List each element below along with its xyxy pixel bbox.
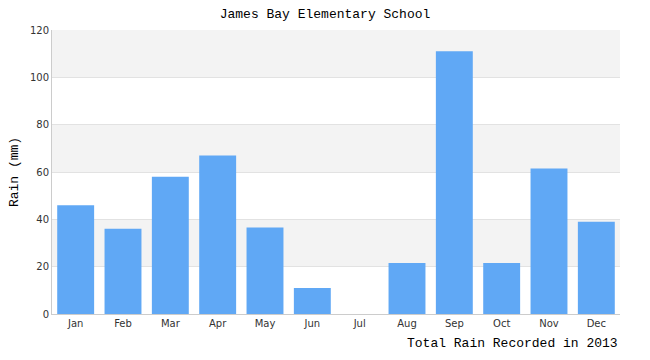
svg-text:James Bay Elementary School: James Bay Elementary School [220,7,431,22]
svg-text:40: 40 [36,214,49,225]
svg-text:Oct: Oct [493,318,510,329]
svg-text:Jan: Jan [67,318,83,329]
svg-text:Sep: Sep [445,318,464,329]
svg-text:Jun: Jun [304,318,321,329]
svg-text:80: 80 [36,119,49,130]
svg-text:Feb: Feb [114,318,132,329]
svg-text:Mar: Mar [161,318,181,329]
svg-text:120: 120 [30,25,49,36]
svg-text:0: 0 [43,309,49,320]
svg-text:Total Rain Recorded in 2013: Total Rain Recorded in 2013 [407,336,618,351]
svg-text:Aug: Aug [397,318,417,329]
svg-text:60: 60 [36,167,49,178]
svg-text:Nov: Nov [539,318,559,329]
svg-text:Rain (mm): Rain (mm) [7,137,22,207]
svg-text:Apr: Apr [209,318,227,329]
svg-text:Dec: Dec [587,318,606,329]
svg-text:20: 20 [36,261,49,272]
svg-text:Jul: Jul [353,318,366,329]
svg-text:100: 100 [30,72,49,83]
svg-text:May: May [255,318,276,329]
